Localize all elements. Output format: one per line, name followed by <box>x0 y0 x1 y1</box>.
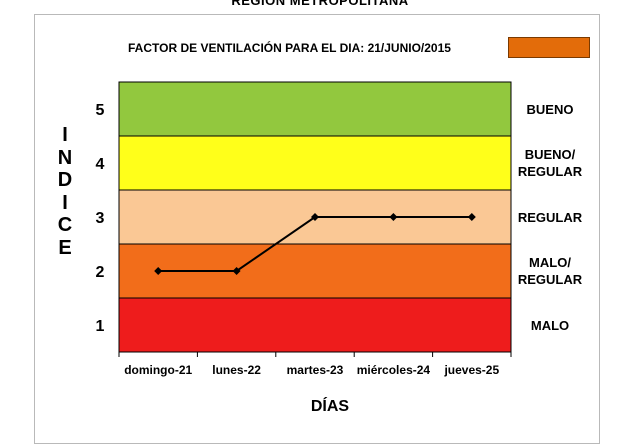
band-label: REGULAR <box>517 209 583 225</box>
band-0 <box>119 82 511 136</box>
y-axis-title-letter: N <box>57 146 73 169</box>
y-tick-label: 3 <box>96 210 105 227</box>
y-axis-title-letter: I <box>62 191 68 214</box>
plot-border <box>118 81 512 353</box>
x-tick-label: martes-23 <box>287 363 344 377</box>
y-tick-label: 5 <box>96 102 105 119</box>
y-axis-title-letter: I <box>62 124 68 146</box>
y-axis-title-letter: D <box>57 169 73 191</box>
x-tick-label: miércoles-24 <box>357 363 431 377</box>
band-label: BUENO <box>526 101 574 117</box>
y-tick-label: 4 <box>96 156 105 173</box>
x-axis-title: DÍAS <box>310 398 350 415</box>
x-tick-label: domingo-21 <box>124 363 192 377</box>
band-label: MALO/REGULAR <box>517 255 583 287</box>
region-title: REGION METROPOLITANA <box>231 0 409 8</box>
ventilation-index-chart: 1 2 3 4 5 domingo-21 lunes-22 martes-23 miércole… <box>96 81 512 377</box>
band-label: BUENO/REGULAR <box>517 147 583 179</box>
band-4 <box>119 298 511 352</box>
band-1 <box>119 136 511 190</box>
ventilation-factor-color-box <box>508 37 590 58</box>
y-tick-label: 2 <box>96 264 105 281</box>
ventilation-factor-label: FACTOR DE VENTILACIÓN PARA EL DIA: 21/JU… <box>128 41 451 55</box>
band-label: MALO <box>530 317 570 333</box>
y-axis-title-letter: C <box>57 214 73 236</box>
x-tick-label: lunes-22 <box>212 363 261 377</box>
y-tick-label: 1 <box>96 318 105 335</box>
data-point <box>467 213 476 221</box>
data-point <box>154 267 163 275</box>
y-axis-title-letter: E <box>58 236 72 259</box>
data-point <box>232 267 241 275</box>
data-point <box>311 213 319 221</box>
x-tick-label: jueves-25 <box>443 363 499 377</box>
data-point <box>389 213 398 221</box>
